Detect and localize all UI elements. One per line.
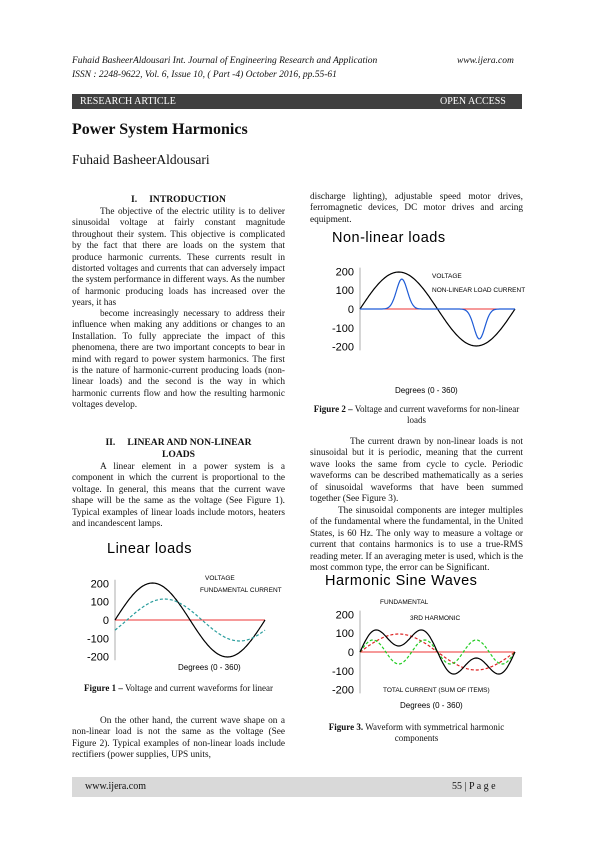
caption-label: Figure 3.: [328, 722, 364, 732]
waveform: [114, 582, 266, 658]
issn: ISSN : 2248-9622, Vol. 6, Issue 10, ( Pa…: [72, 70, 337, 80]
waveform: [359, 639, 516, 665]
paragraph: The objective of the electric utility is…: [72, 207, 285, 309]
caption-label: Figure 1 –: [84, 683, 123, 693]
paragraph: A linear element in a power system is a …: [72, 462, 285, 530]
banner-right: OPEN ACCESS: [440, 96, 506, 107]
y-tick-label: -200: [87, 652, 109, 664]
legend-label: NON-LINEAR LOAD CURRENT: [432, 287, 525, 294]
y-tick-label: 200: [91, 578, 109, 590]
y-tick-label: -100: [332, 666, 354, 678]
figure-title: Linear loads: [107, 541, 192, 557]
section-heading: I. INTRODUCTION: [72, 194, 285, 206]
section-number: I.: [131, 194, 138, 205]
banner: [72, 94, 522, 109]
y-tick-label: 100: [91, 597, 109, 609]
footer-bar: [72, 777, 522, 797]
waveform: [360, 278, 515, 340]
header-website: www.ijera.com: [457, 56, 514, 66]
citation: Fuhaid BasheerAldousari Int. Journal of …: [72, 56, 378, 66]
y-tick-label: 0: [348, 647, 354, 659]
paragraph: The current drawn by non-linear loads is…: [310, 437, 523, 505]
caption-label: Figure 2 –: [313, 404, 353, 414]
figure-title: Non-linear loads: [332, 230, 446, 246]
caption-text: Voltage and current waveforms for linear: [124, 683, 273, 693]
x-axis-label: Degrees (0 - 360): [178, 663, 241, 672]
y-tick-label: -200: [332, 342, 354, 354]
legend-label: VOLTAGE: [432, 273, 462, 280]
legend-label: FUNDAMENTAL CURRENT: [200, 587, 282, 594]
figure-caption: Figure 1 – Voltage and current waveforms…: [72, 683, 285, 694]
banner-left: RESEARCH ARTICLE: [80, 96, 176, 107]
page-number: 55 | P a g e: [452, 781, 496, 792]
section-number: II.: [105, 437, 116, 448]
waveform: [359, 629, 516, 675]
x-axis-label: Degrees (0 - 360): [400, 701, 463, 710]
paragraph: become increasingly necessary to address…: [72, 309, 285, 411]
paragraph: discharge lighting), adjustable speed mo…: [310, 192, 523, 225]
figure-title: Harmonic Sine Waves: [325, 573, 477, 589]
y-tick-label: 0: [103, 615, 109, 627]
y-tick-label: -200: [332, 685, 354, 697]
waveform: [114, 598, 266, 642]
section-heading: II. LINEAR AND NON-LINEAR LOADS: [72, 437, 285, 460]
x-axis-label: Degrees (0 - 360): [395, 386, 458, 395]
paragraph: On the other hand, the current wave shap…: [72, 716, 285, 761]
y-tick-label: -100: [332, 323, 354, 335]
author: Fuhaid BasheerAldousari: [72, 152, 210, 167]
legend-label: VOLTAGE: [205, 575, 235, 582]
title: Power System Harmonics: [72, 121, 248, 138]
footer-website: www.ijera.com: [85, 781, 146, 792]
y-tick-label: 200: [336, 609, 354, 621]
legend-label: 3RD HARMONIC: [410, 615, 461, 622]
y-tick-label: -100: [87, 633, 109, 645]
y-tick-label: 100: [336, 285, 354, 297]
legend-label: TOTAL CURRENT (SUM OF ITEMS): [383, 687, 490, 694]
section-title: LINEAR AND NON-LINEAR LOADS: [127, 437, 252, 460]
y-tick-label: 100: [336, 628, 354, 640]
figure-caption: Figure 3. Waveform with symmetrical harm…: [310, 722, 523, 744]
figure-caption: Figure 2 – Voltage and current waveforms…: [310, 404, 523, 426]
y-tick-label: 0: [348, 304, 354, 316]
caption-text: Waveform with symmetrical harmonic compo…: [365, 722, 505, 743]
y-tick-label: 200: [336, 266, 354, 278]
caption-text: Voltage and current waveforms for non-li…: [354, 404, 520, 425]
paragraph: The sinusoidal components are integer mu…: [310, 506, 523, 574]
section-title: INTRODUCTION: [149, 194, 226, 205]
legend-label: FUNDAMENTAL: [380, 599, 429, 606]
